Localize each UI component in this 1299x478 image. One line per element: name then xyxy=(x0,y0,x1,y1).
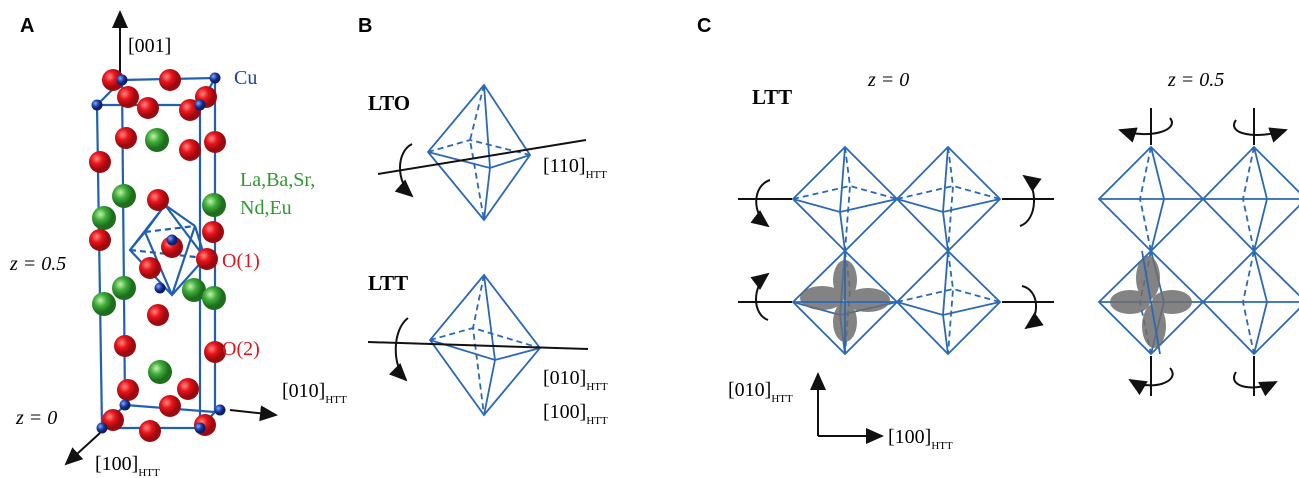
rotation-arrow xyxy=(396,318,408,380)
octahedra-z0 xyxy=(793,147,1000,354)
atom-label: O(2) xyxy=(222,338,260,360)
z-label: z = 0.5 xyxy=(1167,69,1224,91)
panel-a: A [001] Cu La,Ba,Sr, Nd,Eu z = 0.5 O(1) … xyxy=(9,12,347,478)
atoms xyxy=(89,69,226,442)
atom-label: O(1) xyxy=(222,250,260,272)
atom-label: La,Ba,Sr, xyxy=(240,169,315,191)
axis-arrow xyxy=(230,410,276,415)
phase-label: LTT xyxy=(368,271,408,295)
z-label: z = 0 xyxy=(867,69,909,91)
phase-label: LTO xyxy=(368,91,410,115)
atom-label: Cu xyxy=(234,67,257,89)
axis-label: [110]HTT xyxy=(543,155,607,181)
z-label: z = 0 xyxy=(15,407,57,429)
octahedra-z05 xyxy=(1099,147,1299,354)
axis-label: [010]HTT xyxy=(728,379,793,405)
rotation-symbols xyxy=(738,108,1286,396)
atom-label: Nd,Eu xyxy=(240,197,292,219)
axis-label: [100]HTT xyxy=(888,426,953,452)
axis-label: [100]HTT xyxy=(95,453,160,478)
panel-label: C xyxy=(697,15,711,37)
z-label: z = 0.5 xyxy=(9,253,66,275)
panel-label: B xyxy=(358,15,372,37)
panel-label: A xyxy=(20,15,34,37)
panel-c: C LTT z = 0 z = 0.5 [010] xyxy=(697,15,1299,452)
axis-label: [100]HTT xyxy=(543,401,608,427)
phase-label: LTT xyxy=(752,85,792,109)
figure: A [001] Cu La,Ba,Sr, Nd,Eu z = 0.5 O(1) … xyxy=(0,0,1299,478)
axis-label: [001] xyxy=(128,35,171,57)
axis-label: [010]HTT xyxy=(282,380,347,406)
panel-b: B LTO [110]HTT LTT [010]HTT [100]HTT xyxy=(358,15,608,427)
axis-label: [010]HTT xyxy=(543,367,608,393)
rotation-axis xyxy=(368,342,588,349)
